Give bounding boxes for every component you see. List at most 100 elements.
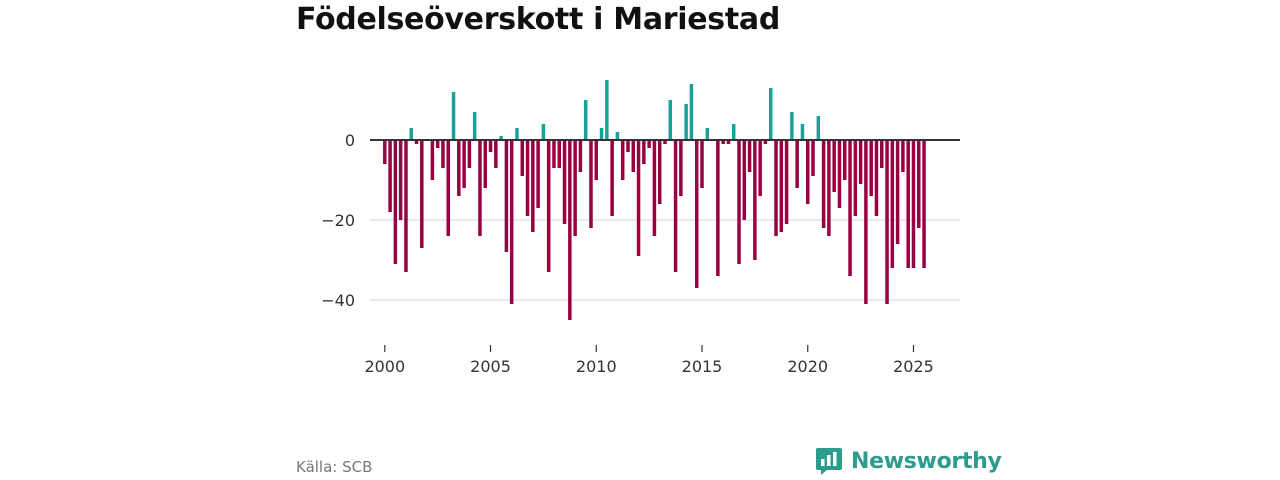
- bar: [467, 140, 472, 168]
- bar: [494, 140, 498, 168]
- bar: [636, 140, 641, 256]
- bar: [790, 112, 794, 140]
- bar: [853, 140, 858, 216]
- bar: [731, 124, 736, 140]
- bar: [388, 140, 392, 212]
- bar: [446, 140, 450, 236]
- bar: [848, 140, 852, 276]
- bar: [668, 100, 673, 140]
- bar: [811, 140, 815, 176]
- bar: [885, 140, 889, 304]
- bar: [631, 140, 636, 172]
- bar: [568, 140, 572, 320]
- newsworthy-logo-icon: [816, 448, 842, 475]
- bar: [546, 140, 551, 272]
- bar: [768, 88, 773, 140]
- bar: [488, 140, 493, 152]
- bar: [478, 140, 482, 236]
- bar: [737, 140, 741, 264]
- bar: [800, 124, 805, 140]
- bar: [673, 140, 678, 272]
- bar: [816, 116, 821, 140]
- y-tick-label: 0: [345, 131, 355, 150]
- y-tick-label: −20: [321, 211, 355, 230]
- bar: [895, 140, 900, 244]
- bars: [383, 80, 926, 320]
- bar: [541, 124, 546, 140]
- bar: [821, 140, 826, 228]
- bar: [763, 140, 768, 144]
- bar: [684, 104, 688, 140]
- bar: [858, 140, 863, 184]
- bar: [383, 140, 387, 164]
- x-tick-label: 2000: [364, 357, 405, 376]
- bar: [843, 140, 847, 180]
- grid-lines: [370, 219, 960, 301]
- bar: [901, 140, 905, 172]
- bar: [557, 140, 562, 168]
- bar: [462, 140, 466, 188]
- bar: [589, 140, 593, 228]
- bar: [504, 140, 509, 252]
- bar: [874, 140, 879, 216]
- bar: [647, 140, 651, 148]
- bar: [573, 140, 577, 236]
- bar: [784, 140, 789, 224]
- bar: [594, 140, 599, 180]
- bar: [652, 140, 657, 236]
- bar: [610, 140, 614, 216]
- brand-name: Newsworthy: [851, 448, 1002, 474]
- x-tick-label: 2025: [893, 357, 934, 376]
- bar: [578, 140, 583, 172]
- bar: [705, 128, 710, 140]
- bar: [536, 140, 540, 208]
- bar: [552, 140, 556, 168]
- bar: [657, 140, 662, 204]
- bar: [721, 140, 725, 144]
- bar: [774, 140, 778, 236]
- bar: [409, 128, 413, 140]
- axes: 0 −20 −40 2000 2005 2010 2015 2020 2025: [321, 131, 960, 376]
- bar: [906, 140, 910, 268]
- x-tick-label: 2020: [787, 357, 828, 376]
- bar: [880, 140, 884, 168]
- bar: [626, 140, 630, 152]
- bar: [890, 140, 895, 268]
- bar: [716, 140, 720, 276]
- bar: [753, 140, 757, 260]
- bar: [430, 140, 435, 180]
- bar: [393, 140, 398, 264]
- bar: [726, 140, 731, 144]
- bar: [869, 140, 873, 196]
- bar: [620, 140, 625, 180]
- bar: [525, 140, 530, 216]
- x-tick-label: 2005: [470, 357, 511, 376]
- bar: [700, 140, 704, 188]
- bar: [451, 92, 456, 140]
- bar: [663, 140, 667, 144]
- bar: [837, 140, 842, 208]
- bar: [420, 140, 424, 248]
- source-label: Källa: SCB: [296, 458, 373, 476]
- bar: [509, 140, 514, 304]
- bar: [404, 140, 408, 272]
- bar: [414, 140, 419, 144]
- bar: [827, 140, 831, 236]
- bar: [758, 140, 762, 196]
- bar: [531, 140, 535, 232]
- bar: [689, 84, 694, 140]
- chart-title: Födelseöverskott i Mariestad: [296, 2, 781, 37]
- bar: [435, 140, 440, 148]
- x-tick-label: 2015: [682, 357, 723, 376]
- bar: [911, 140, 916, 268]
- bar: [832, 140, 836, 192]
- bar: [642, 140, 646, 164]
- bar: [515, 128, 519, 140]
- bar: [441, 140, 445, 168]
- bar: [583, 100, 588, 140]
- bar: [398, 140, 403, 220]
- bar: [499, 136, 503, 140]
- newsworthy-logo[interactable]: Newsworthy: [815, 446, 1002, 476]
- bar: [615, 132, 620, 140]
